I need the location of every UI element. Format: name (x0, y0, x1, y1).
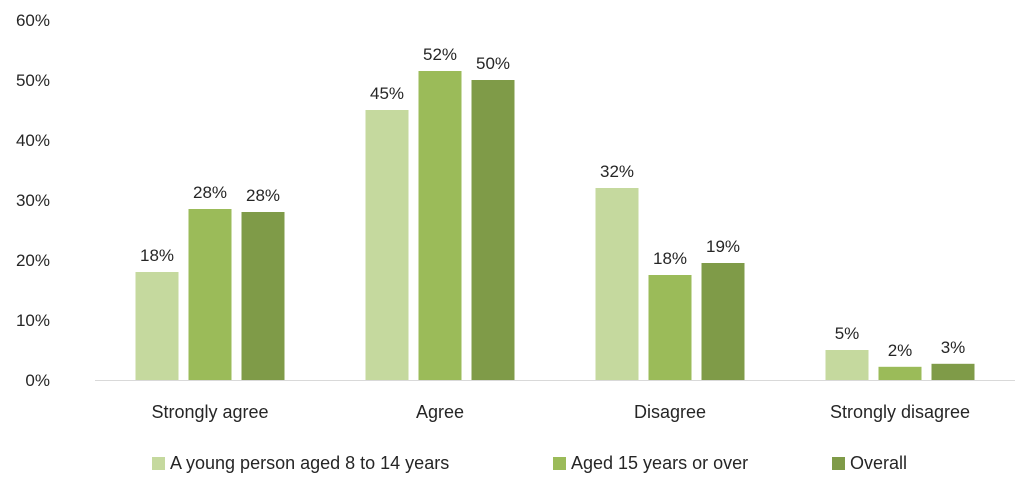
bar (701, 263, 745, 380)
bar (241, 212, 285, 380)
category-label: Strongly agree (151, 402, 268, 422)
y-tick-label: 30% (16, 191, 50, 210)
bar (365, 110, 409, 380)
legend-swatch (152, 457, 165, 470)
data-label: 50% (476, 54, 510, 73)
data-label: 3% (941, 338, 966, 357)
data-label: 5% (835, 324, 860, 343)
category-label: Strongly disagree (830, 402, 970, 422)
data-label: 19% (706, 237, 740, 256)
y-tick-label: 60% (16, 11, 50, 30)
bar (825, 350, 869, 380)
bar (418, 71, 462, 380)
category-label: Disagree (634, 402, 706, 422)
legend-label: Overall (850, 453, 907, 473)
legend-label: A young person aged 8 to 14 years (170, 453, 449, 473)
y-tick-label: 50% (16, 71, 50, 90)
bar (595, 188, 639, 380)
data-label: 52% (423, 45, 457, 64)
bars (135, 71, 975, 380)
y-tick-label: 40% (16, 131, 50, 150)
data-label: 28% (193, 183, 227, 202)
bar (878, 366, 922, 380)
data-label: 18% (140, 246, 174, 265)
bar (188, 209, 232, 380)
category-labels: Strongly agree Agree Disagree Strongly disa… (151, 402, 970, 422)
y-tick-label: 0% (25, 371, 50, 390)
y-tick-label: 20% (16, 251, 50, 270)
bar (135, 272, 179, 380)
bar (471, 80, 515, 380)
legend-swatch (553, 457, 566, 470)
data-labels: 18% 28% 28% 45% 52% 50% 32% 18% 19% 5% 2% 3% (140, 45, 965, 360)
data-label: 45% (370, 84, 404, 103)
y-axis-ticks: 0% 10% 20% 30% 40% 50% 60% (16, 11, 50, 390)
bar (648, 275, 692, 380)
legend-swatch (832, 457, 845, 470)
data-label: 28% (246, 186, 280, 205)
y-tick-label: 10% (16, 311, 50, 330)
category-label: Agree (416, 402, 464, 422)
legend-label: Aged 15 years or over (571, 453, 748, 473)
legend: A young person aged 8 to 14 years Aged 15… (152, 453, 907, 473)
data-label: 18% (653, 249, 687, 268)
bar (931, 363, 975, 380)
data-label: 2% (888, 341, 913, 360)
data-label: 32% (600, 162, 634, 181)
